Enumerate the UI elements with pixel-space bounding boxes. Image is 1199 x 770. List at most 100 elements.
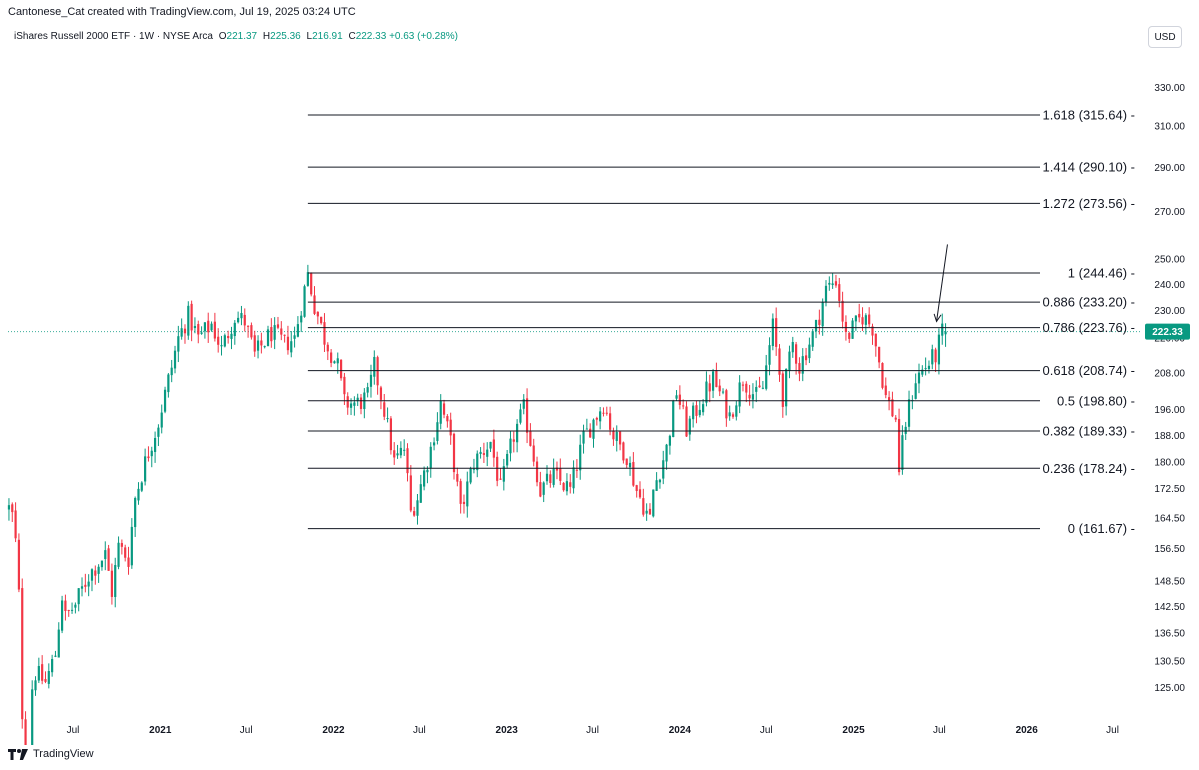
candle-body — [824, 285, 828, 302]
candle-body — [147, 456, 150, 459]
candle-body — [144, 456, 147, 482]
price-axis-tick: 290.00 — [1154, 163, 1185, 174]
candle-body — [914, 383, 917, 399]
candle-body — [579, 444, 582, 471]
time-axis-tick: Jul — [586, 725, 599, 736]
price-axis-tick: 148.50 — [1154, 577, 1185, 588]
candle-body — [260, 340, 263, 346]
candle-body — [157, 427, 160, 437]
candle-body — [874, 333, 877, 347]
candle-body — [442, 403, 446, 415]
candle-body — [672, 400, 675, 438]
candle-body — [781, 373, 784, 407]
candle-body — [692, 405, 695, 420]
candle-body — [170, 367, 173, 376]
candle-body — [256, 340, 260, 351]
candle-body — [891, 399, 894, 417]
candle-body — [97, 566, 100, 574]
candle-body — [64, 600, 67, 612]
candle-body — [432, 442, 436, 446]
price-axis-tick: 240.00 — [1154, 280, 1185, 291]
candle-body — [751, 394, 755, 400]
candle-body — [695, 405, 698, 416]
candle-body — [323, 322, 326, 345]
fib-level-label: 0.382 (189.33) - — [1042, 423, 1135, 438]
time-axis-tick: Jul — [240, 725, 253, 736]
candle-body — [715, 370, 718, 388]
candle-body — [263, 346, 266, 348]
candle-body — [11, 504, 14, 513]
candle-body — [336, 358, 339, 364]
fib-level-label: 0.236 (178.24) - — [1042, 461, 1135, 476]
candle-body — [466, 481, 469, 507]
candle-body — [227, 336, 230, 339]
candle-body — [117, 542, 120, 567]
candle-body — [243, 314, 246, 326]
price-chart[interactable]: 330.00 310.00 290.00 270.00 250.00 240.00 230.… — [0, 0, 1199, 745]
candle-body — [452, 433, 456, 473]
candle-body — [921, 369, 924, 375]
candle-body — [373, 356, 376, 377]
candle-body — [84, 584, 87, 587]
candle-body — [502, 466, 505, 482]
candle-body — [51, 659, 54, 673]
candle-body — [901, 435, 904, 470]
candle-body — [522, 399, 525, 409]
candle-body — [506, 453, 509, 466]
tradingview-brand[interactable]: TradingView — [8, 748, 94, 760]
chart-credit: Cantonese_Cat created with TradingView.c… — [8, 6, 356, 18]
candle-body — [599, 411, 602, 422]
candle-body — [429, 446, 432, 468]
change-value: +0.63 (+0.28%) — [389, 31, 458, 42]
candle-body — [705, 381, 708, 403]
price-axis-tick: 250.00 — [1154, 255, 1185, 266]
candle-body — [120, 543, 123, 547]
candle-body — [34, 680, 37, 691]
candle-body — [944, 331, 947, 335]
candle-body — [406, 448, 409, 474]
candle-body — [41, 664, 44, 681]
candle-body — [349, 403, 353, 408]
candle-body — [476, 453, 479, 471]
candle-body — [160, 412, 163, 428]
fib-level-label: 0 (161.67) - — [1068, 521, 1135, 536]
candle-body — [163, 389, 167, 412]
candle-body — [24, 719, 27, 745]
candle-body — [791, 341, 794, 353]
currency-button[interactable]: USD — [1148, 26, 1182, 48]
candle-body — [310, 273, 313, 295]
candle-body — [738, 382, 741, 407]
candle-body — [761, 387, 764, 389]
time-axis-tick: 2024 — [669, 725, 692, 736]
candle-body — [635, 485, 638, 491]
time-axis-tick: 2026 — [1016, 725, 1039, 736]
time-axis-tick: 2022 — [322, 725, 345, 736]
candle-body — [831, 283, 834, 286]
candle-body — [134, 497, 137, 528]
candle-body — [625, 458, 628, 465]
candle-body — [183, 328, 187, 334]
candle-body — [648, 508, 652, 515]
candle-body — [728, 412, 731, 417]
candle-body — [589, 428, 592, 438]
candle-body — [655, 480, 658, 491]
candle-body — [14, 510, 17, 539]
symbol-legend[interactable]: iShares Russell 2000 ETF · 1W · NYSE Arc… — [14, 31, 458, 42]
candle-body — [290, 341, 293, 353]
candle-body — [193, 325, 197, 329]
candle-body — [177, 336, 180, 352]
price-axis-tick: 230.00 — [1154, 306, 1185, 317]
candle-body — [868, 314, 871, 325]
candle-body — [602, 412, 605, 414]
fib-level-label: 1.618 (315.64) - — [1042, 107, 1135, 122]
candle-body — [90, 569, 94, 581]
open-label: O — [218, 31, 227, 42]
candle-body — [17, 539, 21, 590]
price-axis-tick: 164.50 — [1154, 513, 1185, 524]
candle-body — [21, 588, 24, 720]
candle-body — [403, 449, 406, 451]
candle-body — [283, 334, 286, 336]
candle-body — [937, 334, 941, 365]
candle-body — [585, 428, 588, 430]
candle-body — [818, 319, 821, 325]
